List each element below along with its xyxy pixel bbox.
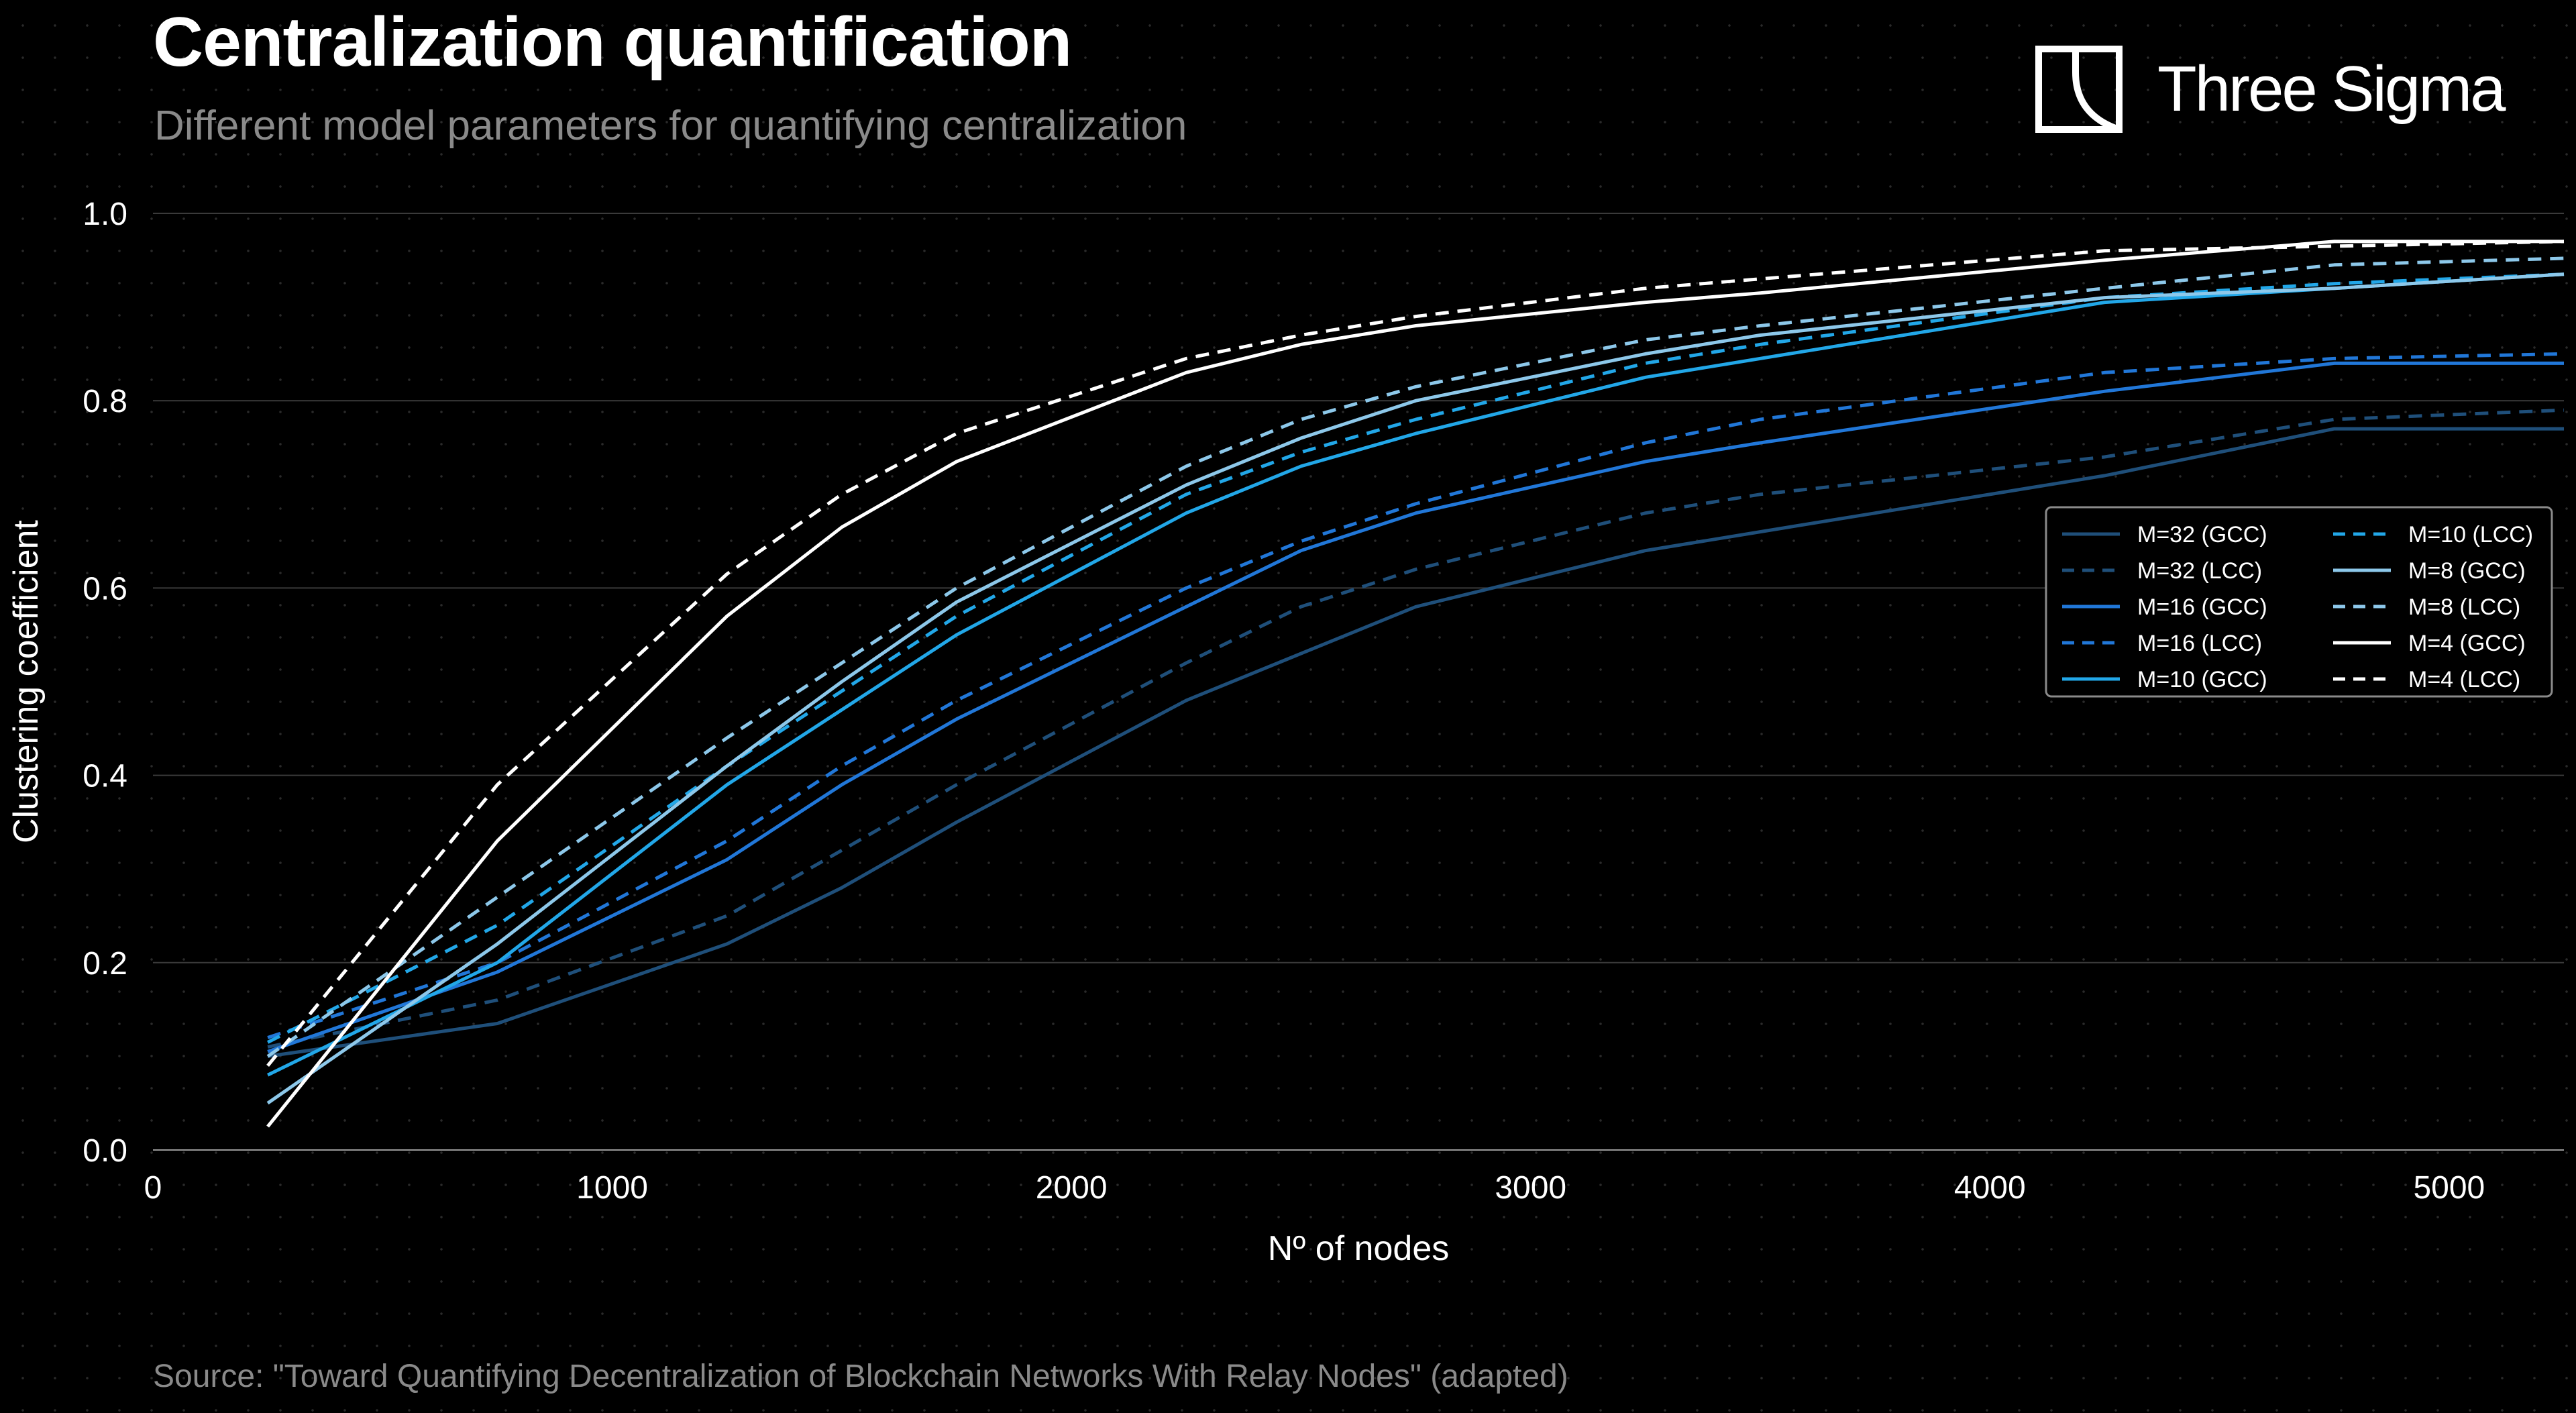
x-tick-label: 4000 (1954, 1170, 2026, 1206)
y-tick-label: 0.0 (83, 1133, 127, 1169)
brand: Three Sigma (2035, 44, 2506, 134)
brand-name: Three Sigma (2157, 53, 2506, 125)
series-line-m-32-lcc (267, 408, 2565, 1049)
legend: M=32 (GCC) M=32 (LCC) M=16 (GCC) M=16 (LCC)… (2045, 506, 2553, 698)
x-tick-label: 5000 (2413, 1170, 2485, 1206)
legend-label: M=16 (LCC) (2137, 631, 2262, 656)
series-line-m-4-lcc (266, 240, 2565, 1067)
axes: 0.0 0.2 0.4 0.6 0.8 1.0 0 1000 2000 3000 4000 5000 N… (7, 197, 2564, 1268)
legend-label: M=10 (GCC) (2137, 667, 2267, 692)
x-tick-label: 3000 (1495, 1170, 1566, 1206)
x-axis-title: Nº of nodes (1268, 1229, 1450, 1268)
x-tick-label: 0 (144, 1170, 162, 1206)
series-line-m-32-gcc (267, 427, 2564, 1058)
y-tick-label: 1.0 (83, 197, 127, 232)
legend-label: M=4 (GCC) (2408, 631, 2526, 656)
chart-title: Centralization quantification (153, 3, 1072, 81)
legend-label: M=8 (LCC) (2408, 594, 2520, 620)
series-line-m-8-lcc (266, 256, 2565, 1058)
three-sigma-logo-icon (2035, 46, 2123, 133)
source-note: Source: "Toward Quantifying Decentraliza… (153, 1359, 1568, 1394)
y-tick-label: 0.4 (83, 759, 127, 794)
series-line-m-10-gcc (267, 272, 2565, 1077)
series-line-m-8-gcc (266, 272, 2565, 1105)
legend-label: M=32 (LCC) (2137, 558, 2262, 584)
legend-label: M=8 (GCC) (2408, 558, 2526, 584)
chart-subtitle: Different model parameters for quantifyi… (154, 103, 1187, 149)
series-line-m-16-lcc (267, 352, 2565, 1039)
x-tick-label: 2000 (1036, 1170, 1108, 1206)
legend-label: M=4 (LCC) (2408, 667, 2520, 692)
y-tick-label: 0.2 (83, 946, 127, 982)
y-tick-label: 0.6 (83, 571, 127, 607)
legend-label: M=32 (GCC) (2137, 522, 2267, 547)
x-tick-label: 1000 (576, 1170, 648, 1206)
legend-label: M=10 (LCC) (2408, 522, 2533, 547)
y-tick-label: 0.8 (83, 384, 127, 419)
legend-label: M=16 (GCC) (2137, 594, 2267, 620)
series-line-m-16-gcc (267, 361, 2564, 1053)
legend-box (2045, 506, 2553, 698)
y-axis-title: Clustering coefficient (7, 520, 46, 843)
series-line-m-4-gcc (266, 240, 2564, 1128)
series (266, 240, 2565, 1128)
